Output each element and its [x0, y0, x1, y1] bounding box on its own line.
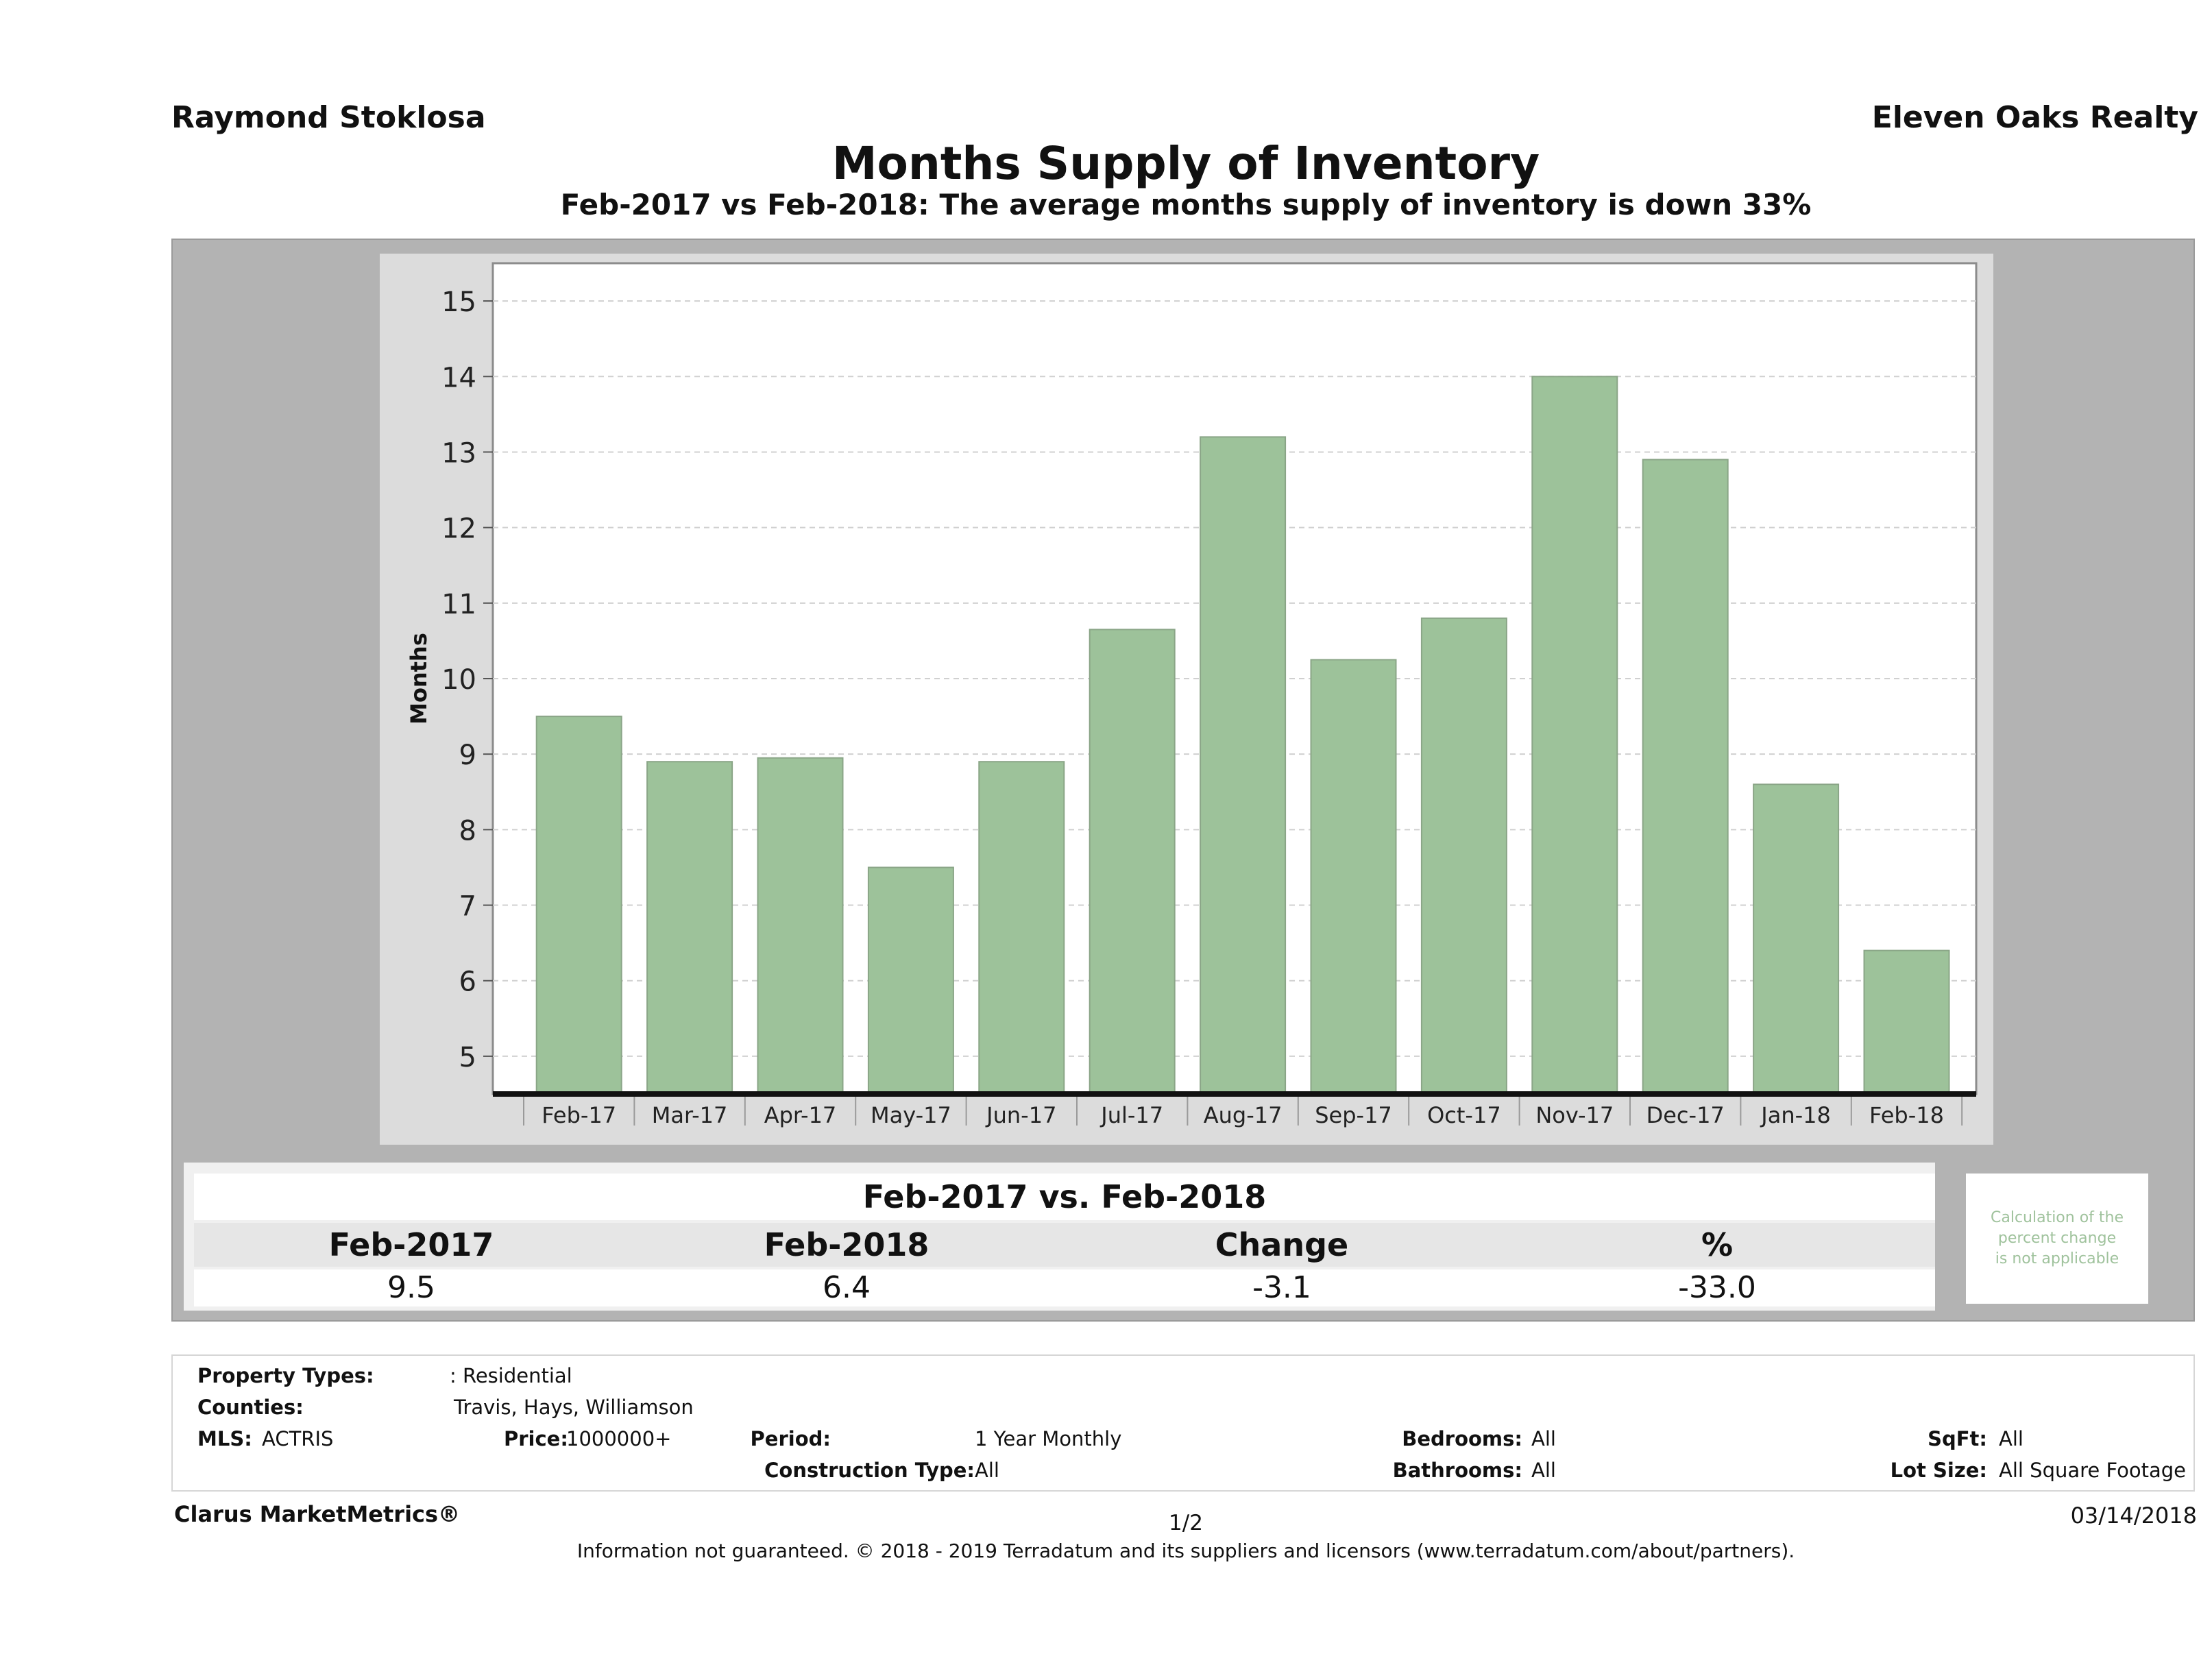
- percent-note: Calculation of the percent change is not…: [1966, 1208, 2148, 1269]
- construction-type-label: Construction Type:: [764, 1459, 975, 1482]
- y-tick-label: 8: [459, 815, 476, 847]
- sqft-value: All: [1999, 1427, 2023, 1450]
- bar-May-17: [867, 866, 954, 1095]
- summary-header-change: Change: [1215, 1226, 1349, 1263]
- period-value: 1 Year Monthly: [975, 1427, 1122, 1450]
- page-number: 1/2: [1169, 1511, 1203, 1535]
- y-tick-label: 15: [441, 287, 476, 318]
- summary-value-percent: -33.0: [1678, 1270, 1756, 1305]
- x-tick-label: Jun-17: [985, 1102, 1056, 1128]
- percent-note-line-2: percent change: [1997, 1230, 2117, 1247]
- x-tick-label: Oct-17: [1427, 1102, 1501, 1128]
- counties-value: Travis, Hays, Williamson: [454, 1396, 694, 1419]
- report-date: 03/14/2018: [2070, 1503, 2197, 1529]
- bathrooms-value: All: [1531, 1459, 1556, 1482]
- bar-Dec-17: [1642, 459, 1729, 1095]
- summary-header-feb-2018: Feb-2018: [764, 1226, 929, 1263]
- percent-note-box: [1966, 1174, 2148, 1304]
- disclaimer: Information not guaranteed. © 2018 - 201…: [576, 1540, 1795, 1562]
- x-tick-label: Jan-18: [1760, 1102, 1831, 1128]
- summary-value-feb-2018: 6.4: [823, 1270, 871, 1305]
- filter-info-box: [171, 1354, 2195, 1492]
- property-types-label: Property Types:: [197, 1364, 374, 1387]
- percent-note-line-1: Calculation of the: [1990, 1209, 2124, 1226]
- bar-Jul-17: [1089, 629, 1176, 1095]
- summary-value-change: -3.1: [1252, 1270, 1311, 1305]
- x-tick-label: May-17: [871, 1102, 951, 1128]
- bathrooms-label: Bathrooms:: [1392, 1459, 1522, 1482]
- bedrooms-value: All: [1531, 1427, 1556, 1450]
- x-tick-label: Sep-17: [1315, 1102, 1392, 1128]
- company-name: Eleven Oaks Realty: [1871, 100, 2198, 135]
- summary-title: Feb-2017 vs. Feb-2018: [194, 1174, 1935, 1220]
- y-tick-label: 6: [459, 966, 476, 998]
- counties-label: Counties:: [197, 1396, 304, 1419]
- period-label: Period:: [750, 1427, 831, 1450]
- x-tick-label: Apr-17: [764, 1102, 837, 1128]
- bar-Apr-17: [757, 757, 844, 1095]
- bar-Sep-17: [1310, 659, 1397, 1095]
- y-tick-label: 10: [441, 664, 476, 696]
- chart-subtitle: Feb-2017 vs Feb-2018: The average months…: [560, 188, 1812, 221]
- lot-size-value: All Square Footage: [1999, 1459, 2187, 1482]
- bar-Feb-18: [1863, 949, 1950, 1095]
- x-tick-label: Feb-17: [542, 1102, 616, 1128]
- sqft-label: SqFt:: [1928, 1427, 1987, 1450]
- summary-header-row: [194, 1223, 1935, 1267]
- x-tick-label: Dec-17: [1646, 1102, 1725, 1128]
- bar-Aug-17: [1200, 436, 1287, 1095]
- chart-title: Months Supply of Inventory: [831, 137, 1540, 190]
- x-tick-label: Aug-17: [1204, 1102, 1283, 1128]
- x-tick-label: Jul-17: [1099, 1102, 1163, 1128]
- footer-brand: Clarus MarketMetrics®: [174, 1501, 461, 1527]
- mls-value: ACTRIS: [262, 1427, 334, 1450]
- x-tick-label: Mar-17: [652, 1102, 728, 1128]
- summary-value-feb-2017: 9.5: [387, 1270, 435, 1305]
- y-tick-label: 12: [441, 513, 476, 545]
- construction-type-value: All: [975, 1459, 999, 1482]
- y-axis-label: Months: [406, 633, 432, 725]
- bar-chart: 5 6 7 8 9 10 11 12 13 14 15 Months Feb-17 Mar-17 Apr-1…: [406, 262, 1978, 1128]
- bar-Mar-17: [646, 761, 733, 1095]
- lot-size-label: Lot Size:: [1890, 1459, 1987, 1482]
- y-tick-label: 11: [441, 589, 476, 620]
- agent-name: Raymond Stoklosa: [171, 100, 486, 135]
- bar-Oct-17: [1420, 617, 1507, 1095]
- y-tick-label: 13: [441, 437, 476, 469]
- y-tick-label: 9: [459, 740, 476, 771]
- x-tick-label: Nov-17: [1535, 1102, 1614, 1128]
- property-types-value: : Residential: [450, 1364, 572, 1387]
- y-tick-label: 7: [459, 891, 476, 923]
- summary-header-feb-2017: Feb-2017: [328, 1226, 494, 1263]
- bedrooms-label: Bedrooms:: [1402, 1427, 1522, 1450]
- summary-value-row: [194, 1269, 1935, 1306]
- mls-label: MLS:: [197, 1427, 252, 1450]
- summary-header-percent: %: [1701, 1226, 1734, 1263]
- percent-note-line-3: is not applicable: [1995, 1250, 2119, 1267]
- price-value: 1000000+: [566, 1427, 672, 1450]
- y-tick-label: 5: [459, 1042, 476, 1073]
- price-label: Price:: [504, 1427, 568, 1450]
- bar-Nov-17: [1531, 376, 1618, 1095]
- y-tick-label: 14: [441, 362, 476, 393]
- bar-Jun-17: [978, 761, 1065, 1095]
- x-tick-label: Feb-18: [1869, 1102, 1944, 1128]
- bar-Jan-18: [1753, 783, 1840, 1095]
- bar-Feb-17: [535, 716, 622, 1095]
